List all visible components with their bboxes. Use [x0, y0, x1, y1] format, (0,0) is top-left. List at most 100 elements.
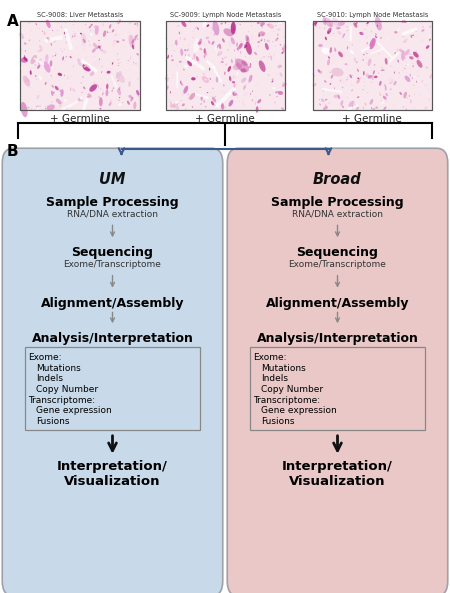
Ellipse shape [83, 39, 86, 43]
Ellipse shape [354, 106, 356, 109]
Ellipse shape [66, 56, 67, 58]
Text: Mutations: Mutations [261, 364, 306, 372]
Ellipse shape [117, 88, 121, 95]
Ellipse shape [45, 54, 49, 63]
Ellipse shape [413, 65, 414, 68]
Ellipse shape [346, 97, 349, 99]
Ellipse shape [214, 105, 216, 106]
Ellipse shape [119, 97, 120, 98]
Ellipse shape [116, 72, 125, 83]
Ellipse shape [371, 70, 372, 71]
Ellipse shape [93, 43, 98, 48]
Ellipse shape [185, 109, 186, 110]
Ellipse shape [94, 32, 95, 34]
Ellipse shape [193, 86, 194, 88]
Ellipse shape [168, 46, 171, 47]
Ellipse shape [118, 100, 120, 101]
Ellipse shape [394, 31, 398, 34]
Ellipse shape [254, 52, 257, 55]
Ellipse shape [365, 22, 367, 23]
Ellipse shape [65, 36, 66, 37]
Ellipse shape [258, 34, 260, 37]
Ellipse shape [385, 93, 388, 96]
Ellipse shape [38, 49, 42, 52]
Ellipse shape [429, 74, 432, 78]
Ellipse shape [244, 44, 247, 49]
Ellipse shape [342, 87, 344, 88]
Ellipse shape [175, 101, 179, 104]
Ellipse shape [355, 22, 358, 25]
Ellipse shape [383, 79, 388, 85]
Ellipse shape [255, 83, 259, 86]
Ellipse shape [170, 101, 171, 104]
Ellipse shape [363, 59, 364, 60]
Ellipse shape [52, 56, 54, 57]
Ellipse shape [353, 23, 357, 28]
Ellipse shape [340, 100, 343, 106]
Ellipse shape [380, 24, 383, 30]
Ellipse shape [167, 78, 169, 79]
Ellipse shape [381, 101, 384, 104]
Ellipse shape [51, 75, 52, 76]
Ellipse shape [207, 24, 209, 27]
Ellipse shape [212, 27, 214, 31]
Ellipse shape [404, 40, 405, 43]
Ellipse shape [237, 97, 238, 98]
Ellipse shape [414, 75, 416, 78]
Ellipse shape [53, 92, 54, 94]
Ellipse shape [414, 94, 415, 95]
Ellipse shape [206, 37, 209, 39]
Ellipse shape [383, 109, 384, 110]
Text: B: B [7, 144, 18, 159]
Ellipse shape [245, 42, 252, 55]
Ellipse shape [273, 36, 274, 37]
Ellipse shape [202, 76, 209, 83]
Ellipse shape [397, 59, 399, 63]
Ellipse shape [220, 61, 224, 63]
Ellipse shape [204, 50, 207, 56]
Ellipse shape [201, 103, 202, 105]
Ellipse shape [265, 43, 269, 50]
Ellipse shape [212, 97, 216, 103]
Ellipse shape [401, 42, 403, 43]
Ellipse shape [403, 36, 404, 37]
Ellipse shape [371, 107, 372, 109]
Ellipse shape [110, 100, 112, 104]
Ellipse shape [402, 67, 403, 68]
Ellipse shape [117, 53, 118, 55]
Ellipse shape [92, 48, 96, 53]
Ellipse shape [375, 107, 378, 109]
Ellipse shape [275, 25, 276, 26]
Ellipse shape [21, 102, 27, 117]
Ellipse shape [51, 91, 54, 96]
Ellipse shape [251, 33, 252, 36]
Ellipse shape [192, 30, 195, 32]
Ellipse shape [251, 35, 253, 40]
Ellipse shape [326, 100, 328, 102]
Text: Analysis/Interpretation: Analysis/Interpretation [256, 332, 419, 345]
Ellipse shape [381, 100, 382, 102]
Ellipse shape [341, 102, 342, 103]
Ellipse shape [99, 45, 102, 47]
Ellipse shape [267, 24, 269, 26]
Ellipse shape [128, 81, 130, 87]
Ellipse shape [247, 37, 249, 41]
Ellipse shape [106, 84, 108, 90]
Ellipse shape [279, 72, 283, 76]
Ellipse shape [344, 33, 345, 35]
Text: Copy Number: Copy Number [36, 385, 99, 394]
Ellipse shape [346, 79, 347, 81]
Ellipse shape [87, 96, 90, 98]
Ellipse shape [64, 49, 65, 50]
Ellipse shape [331, 48, 332, 49]
Ellipse shape [329, 23, 332, 27]
Ellipse shape [56, 98, 62, 104]
Ellipse shape [368, 92, 369, 93]
Ellipse shape [241, 41, 242, 42]
Ellipse shape [248, 81, 249, 84]
Ellipse shape [412, 78, 413, 79]
Ellipse shape [129, 21, 130, 24]
Ellipse shape [224, 28, 234, 36]
Ellipse shape [249, 75, 250, 78]
Ellipse shape [423, 31, 424, 33]
